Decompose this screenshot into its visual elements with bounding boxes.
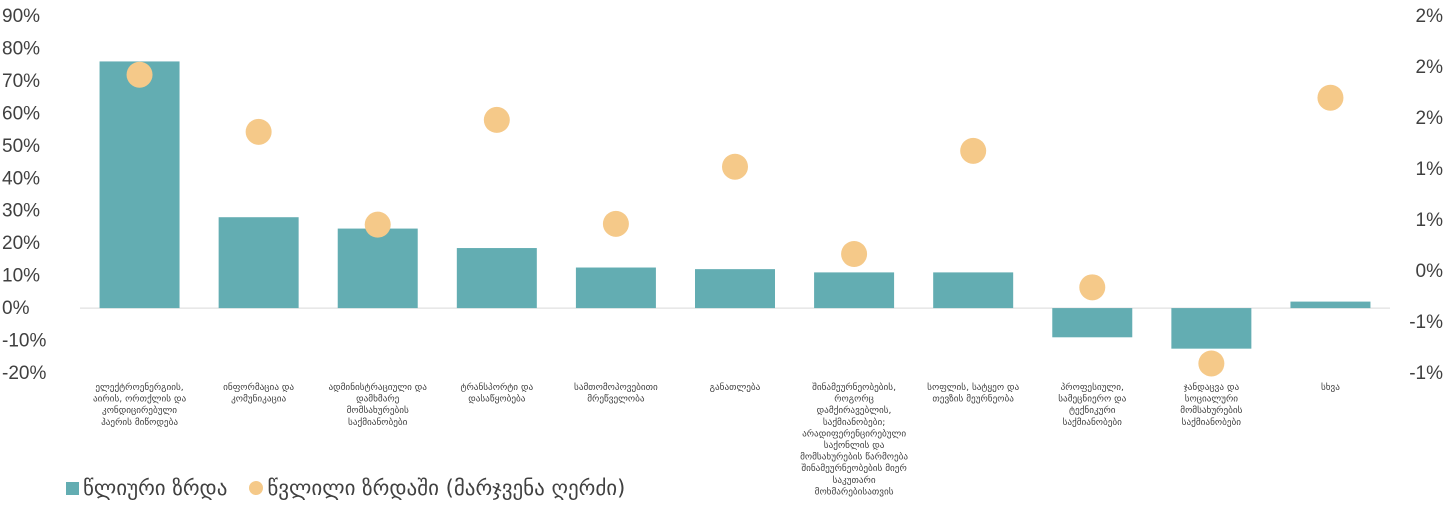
bar — [1052, 308, 1133, 338]
bar — [575, 267, 656, 309]
legend-bar-swatch — [66, 481, 79, 495]
left-axis: 90% 80% 70% 60% 50% 40% 30% 20% 10% 0% -10% -20% — [2, 6, 46, 384]
bar — [218, 217, 299, 309]
dot-point — [602, 210, 629, 237]
left-axis-tick-label: 50% — [2, 136, 40, 157]
category-labels: ელექტროენერგიის, აირის, ორთქლის და კონდიცი… — [93, 382, 1340, 497]
dot-point — [126, 61, 153, 88]
category-label: ადმინისტრაციული და დამხმარე მომსახურების სა… — [328, 382, 427, 428]
left-axis-tick-label: -10% — [2, 331, 46, 352]
right-axis-tick-label: 1% — [1416, 159, 1444, 180]
category-label: განათლება — [710, 382, 761, 393]
dot-point — [960, 137, 987, 164]
category-label: ტრანსპორტი და დასაწყობება — [460, 382, 533, 405]
right-axis-tick-label: 0% — [1416, 261, 1444, 282]
left-axis-tick-label: 20% — [2, 233, 40, 254]
bar — [1171, 308, 1252, 349]
dot-series — [126, 61, 1344, 377]
right-axis-tick-label: 2% — [1416, 57, 1444, 78]
category-label: პროფესიული, სამეცნიერო და ტექნიკური საქმიან… — [1058, 382, 1126, 428]
legend-item-dot: წვლილი ზრდაში (მარჯვენა ღერძი) — [249, 476, 625, 500]
left-axis-tick-label: 70% — [2, 71, 40, 92]
legend-item-bar: წლიური ზრდა — [66, 476, 227, 500]
left-axis-tick-label: 80% — [2, 38, 40, 59]
legend-dot-swatch — [249, 481, 264, 495]
left-axis-tick-label: 40% — [2, 168, 40, 189]
bar — [337, 228, 418, 309]
dot-point — [1317, 84, 1344, 111]
bar — [99, 61, 180, 309]
category-label: სოფლის, სატყეო და თევზის მეურნეობა — [927, 382, 1019, 405]
left-axis-tick-label: 30% — [2, 201, 40, 222]
bar — [1290, 301, 1371, 309]
dot-point — [245, 118, 272, 145]
category-label: სამთომოპოვებითი მრეწველობა — [574, 382, 658, 405]
category-label: შინამეურნეობების, როგორც დამქირავებლის, საქ… — [800, 382, 908, 497]
right-axis-tick-label: -1% — [1409, 363, 1443, 384]
left-axis-tick-label: 0% — [2, 298, 30, 319]
dot-point — [483, 106, 510, 133]
right-axis-tick-label: 2% — [1416, 6, 1444, 27]
bar-series — [99, 61, 1371, 349]
legend: წლიური ზრდა წვლილი ზრდაში (მარჯვენა ღერძ… — [66, 476, 647, 500]
dot-point — [722, 153, 748, 180]
right-axis-tick-label: 2% — [1416, 108, 1444, 129]
left-axis-tick-label: -20% — [2, 363, 46, 384]
right-axis-tick-label: -1% — [1409, 312, 1443, 333]
dot-point — [1079, 274, 1106, 301]
left-axis-tick-label: 60% — [2, 103, 40, 124]
bar — [456, 248, 537, 309]
bar — [814, 272, 895, 309]
right-axis-tick-label: 1% — [1416, 210, 1444, 231]
category-label: სხვა — [1321, 382, 1340, 393]
dot-point — [841, 241, 868, 267]
legend-bar-label: წლიური ზრდა — [83, 476, 228, 500]
bar — [933, 272, 1014, 309]
category-label: ჯანდაცვა და სოციალური მომსახურების საქმიანო… — [1180, 382, 1242, 428]
category-label: ელექტროენერგიის, აირის, ორთქლის და კონდიცი… — [93, 382, 187, 428]
right-axis: 2% 2% 2% 1% 1% 0% -1% -1% — [1409, 6, 1443, 384]
category-label: ინფორმაცია და კომუნიკაცია — [223, 382, 294, 405]
dot-point — [1198, 350, 1225, 377]
bar — [695, 269, 775, 309]
dot-point — [364, 211, 391, 238]
legend-dot-label: წვლილი ზრდაში (მარჯვენა ღერძი) — [267, 476, 626, 500]
left-axis-tick-label: 90% — [2, 6, 40, 27]
left-axis-tick-label: 10% — [2, 266, 40, 287]
